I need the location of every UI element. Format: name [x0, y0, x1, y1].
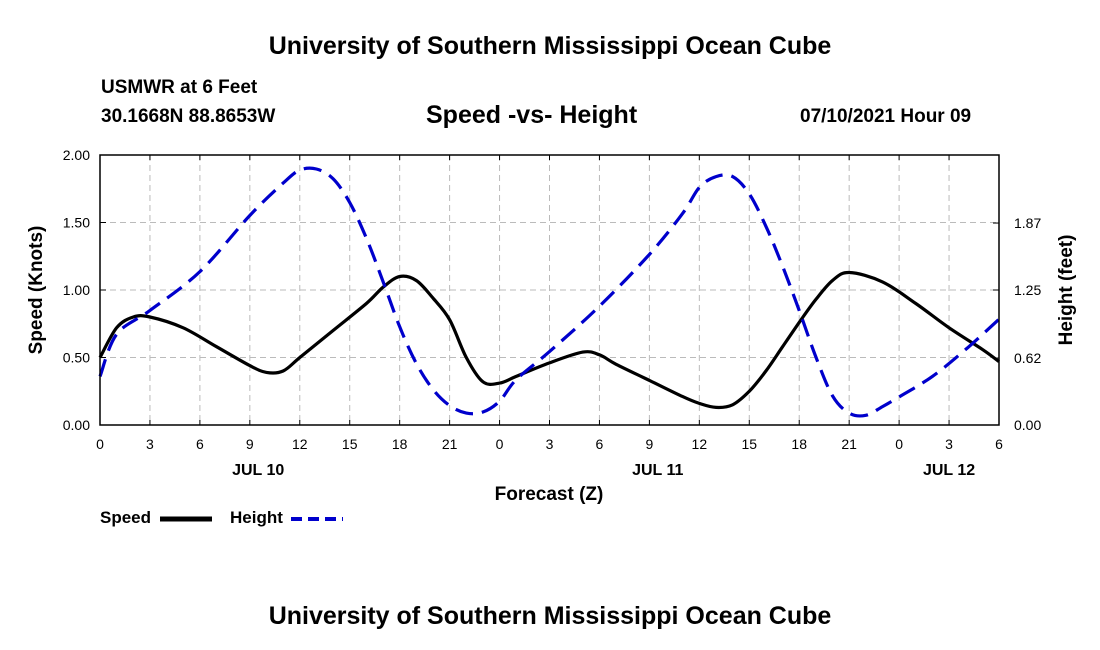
legend-speed-swatch: [160, 516, 212, 522]
x-tick-label: 6: [196, 436, 204, 452]
x-tick-label: 0: [895, 436, 903, 452]
x-tick-label: 21: [442, 436, 458, 452]
legend: Speed: [100, 508, 151, 530]
x-tick-label: 3: [945, 436, 953, 452]
y-left-tick-label: 0.00: [63, 417, 90, 433]
y-right-tick-label: 1.87: [1014, 215, 1041, 231]
x-tick-label: 9: [645, 436, 653, 452]
y-right-tick-label: 0.00: [1014, 417, 1041, 433]
x-tick-label: 0: [496, 436, 504, 452]
series-lines: [98, 166, 1001, 418]
y-right-tick-label: 0.62: [1014, 350, 1041, 366]
grid-lines: [100, 155, 999, 425]
y-left-tick-label: 2.00: [63, 147, 90, 163]
x-tick-label: 12: [692, 436, 708, 452]
x-date-label: JUL 12: [923, 462, 975, 479]
x-tick-label: 3: [146, 436, 154, 452]
legend-height-label: Height: [230, 508, 283, 527]
x-tick-label: 3: [546, 436, 554, 452]
forecast-datetime: 07/10/2021 Hour 09: [800, 106, 972, 127]
x-tick-label: 9: [246, 436, 254, 452]
y-left-tick-label: 1.50: [63, 215, 90, 231]
station-label: USMWR at 6 Feet: [101, 77, 258, 98]
x-tick-label: 15: [342, 436, 358, 452]
x-tick-label: 6: [596, 436, 604, 452]
x-tick-label: 18: [392, 436, 408, 452]
y-left-tick-label: 0.50: [63, 350, 90, 366]
page-title: University of Southern Mississippi Ocean…: [268, 32, 832, 60]
footer-title: University of Southern Mississippi Ocean…: [268, 602, 832, 630]
y-axis-label-right: Height (feet): [1056, 235, 1077, 346]
height-series-line: [98, 166, 1001, 418]
x-axis-label: Forecast (Z): [495, 484, 604, 505]
y-right-tick-label: 1.25: [1014, 282, 1041, 298]
y-left-tick-label: 1.00: [63, 282, 90, 298]
x-date-label: JUL 11: [632, 462, 683, 479]
x-tick-label: 12: [292, 436, 308, 452]
x-tick-label: 0: [96, 436, 104, 452]
legend-height: Height: [230, 508, 283, 528]
legend-speed-label: Speed: [100, 508, 152, 527]
legend-height-swatch: [291, 517, 343, 521]
chart-title: Speed -vs- Height: [426, 101, 638, 129]
axis-ticks: 0 3 6 9 12 15 18 21 0 3 6 9 12 15 18 21 0 3 6 JUL 10 JUL 11 J…: [63, 147, 1042, 479]
station-coords: 30.1668N 88.8653W: [101, 106, 276, 127]
x-tick-label: 15: [741, 436, 757, 452]
x-tick-label: 6: [995, 436, 1003, 452]
x-tick-label: 21: [841, 436, 857, 452]
speed-series-line: [98, 270, 1000, 410]
x-date-label: JUL 10: [232, 462, 284, 479]
y-axis-label-left: Speed (Knots): [26, 226, 47, 355]
speed-height-chart: 0 3 6 9 12 15 18 21 0 3 6 9 12 15 18 21 0 3 6 JUL 10 JUL 11 J…: [26, 147, 1077, 505]
x-tick-label: 18: [791, 436, 807, 452]
